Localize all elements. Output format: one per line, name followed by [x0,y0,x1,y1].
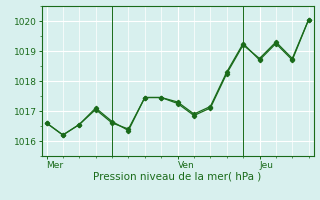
X-axis label: Pression niveau de la mer( hPa ): Pression niveau de la mer( hPa ) [93,171,262,181]
